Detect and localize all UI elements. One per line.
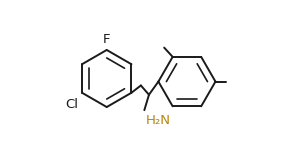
Text: Cl: Cl — [65, 98, 78, 111]
Text: F: F — [103, 33, 110, 46]
Text: H₂N: H₂N — [146, 114, 171, 127]
